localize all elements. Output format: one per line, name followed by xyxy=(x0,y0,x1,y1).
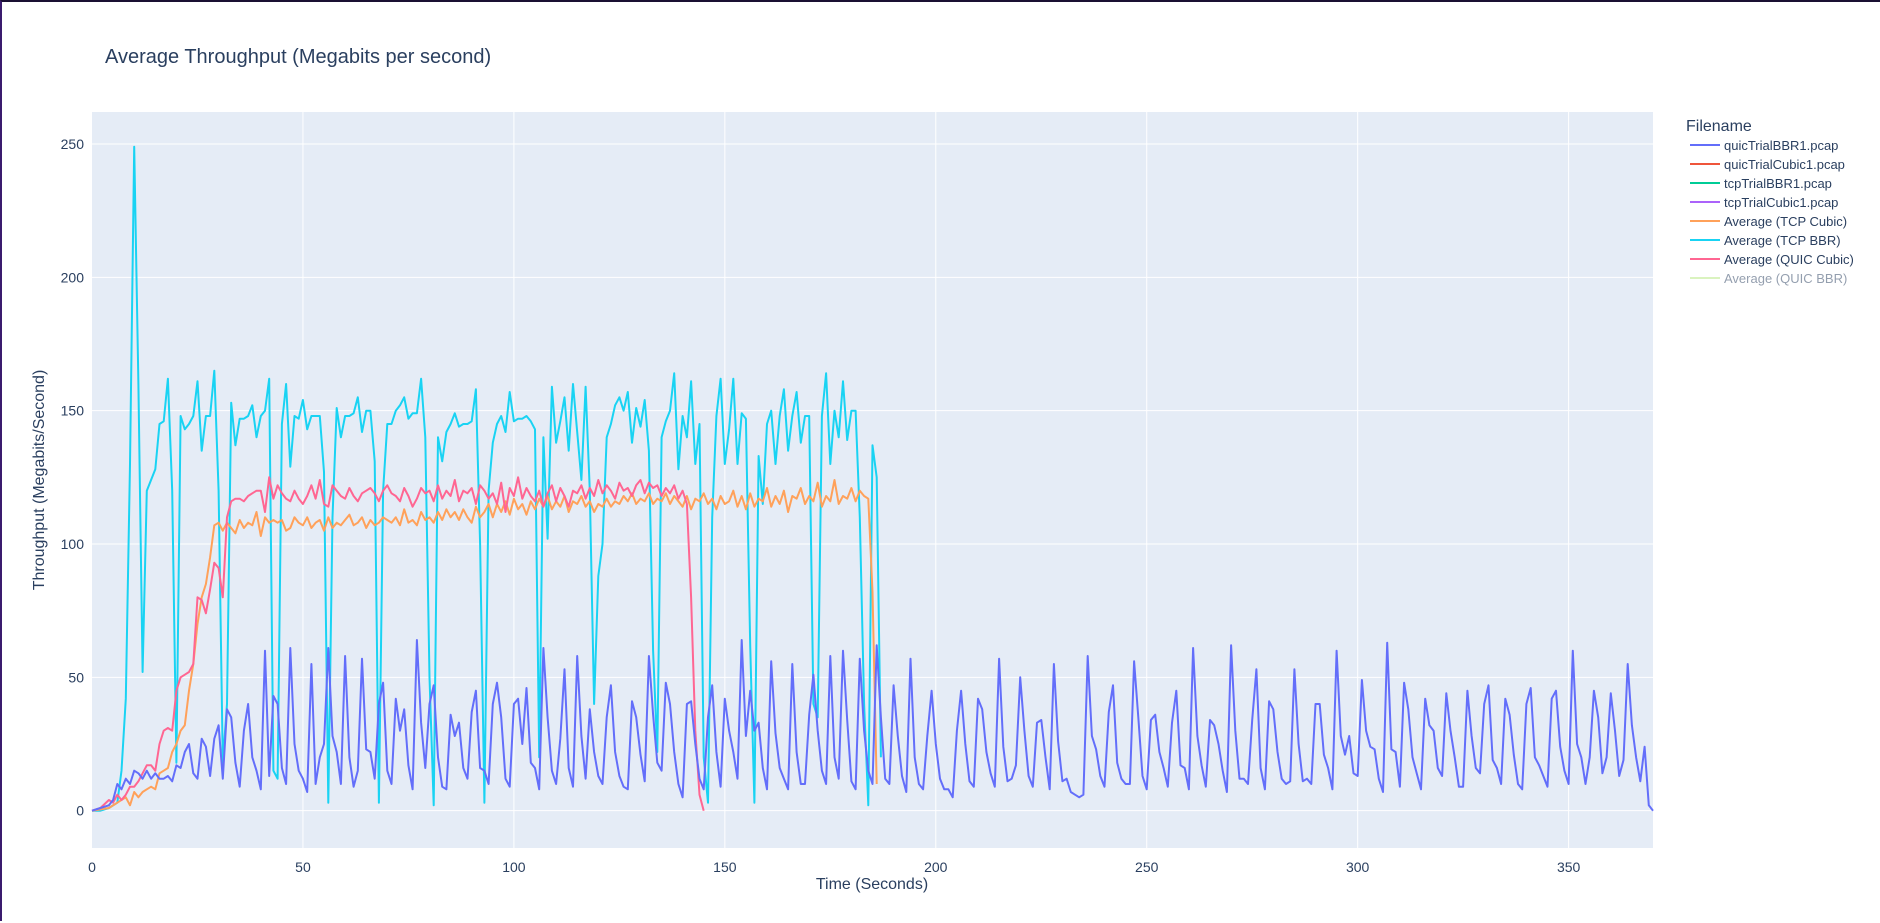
y-tick-label: 50 xyxy=(68,669,84,685)
y-axis-ticks: 0 50 100 150 200 250 xyxy=(61,136,85,819)
x-tick-label: 200 xyxy=(924,859,948,875)
legend: Filename quicTrialBBR1.pcap quicTrialCubi… xyxy=(1686,118,1854,286)
y-tick-label: 150 xyxy=(61,403,85,419)
x-tick-label: 350 xyxy=(1557,859,1581,875)
x-tick-label: 250 xyxy=(1135,859,1159,875)
legend-item[interactable]: Average (TCP Cubic) xyxy=(1690,214,1847,229)
legend-item[interactable]: Average (QUIC BBR) xyxy=(1690,271,1847,286)
chart-title: Average Throughput (Megabits per second) xyxy=(105,46,491,68)
x-axis-ticks: 0 50 100 150 200 250 300 350 xyxy=(88,859,1580,875)
x-tick-label: 300 xyxy=(1346,859,1370,875)
y-tick-label: 0 xyxy=(76,803,84,819)
legend-item[interactable]: Average (QUIC Cubic) xyxy=(1690,252,1854,267)
legend-label: tcpTrialBBR1.pcap xyxy=(1724,176,1832,191)
legend-label: quicTrialCubic1.pcap xyxy=(1724,157,1845,172)
x-axis-title: Time (Seconds) xyxy=(816,876,928,893)
series-line-quictrialbbr1-pcap xyxy=(91,639,1654,812)
legend-item[interactable]: Average (TCP BBR) xyxy=(1690,233,1841,248)
series-line-average-quic-cubic xyxy=(91,476,705,812)
legend-item[interactable]: tcpTrialCubic1.pcap xyxy=(1690,195,1838,210)
legend-item[interactable]: quicTrialBBR1.pcap xyxy=(1690,138,1838,153)
legend-label: quicTrialBBR1.pcap xyxy=(1724,138,1838,153)
series-line-average-tcp-cubic xyxy=(91,479,878,812)
y-tick-label: 100 xyxy=(61,536,85,552)
legend-title: Filename xyxy=(1686,118,1752,135)
x-tick-label: 150 xyxy=(713,859,737,875)
legend-item[interactable]: tcpTrialBBR1.pcap xyxy=(1690,176,1832,191)
x-tick-label: 0 xyxy=(88,859,96,875)
x-tick-label: 50 xyxy=(295,859,311,875)
legend-label: Average (QUIC BBR) xyxy=(1724,271,1847,286)
y-tick-label: 250 xyxy=(61,136,85,152)
y-tick-label: 200 xyxy=(61,269,85,285)
y-axis-title: Throughput (Megabits/Second) xyxy=(31,370,48,591)
series-line-average-tcp-bbr xyxy=(92,145,882,812)
legend-item[interactable]: quicTrialCubic1.pcap xyxy=(1690,157,1845,172)
x-tick-label: 100 xyxy=(502,859,526,875)
legend-label: Average (TCP BBR) xyxy=(1724,233,1841,248)
legend-label: Average (TCP Cubic) xyxy=(1724,214,1847,229)
grid-lines xyxy=(92,112,1653,848)
legend-label: tcpTrialCubic1.pcap xyxy=(1724,195,1838,210)
legend-label: Average (QUIC Cubic) xyxy=(1724,252,1854,267)
series-layer xyxy=(91,145,1654,812)
